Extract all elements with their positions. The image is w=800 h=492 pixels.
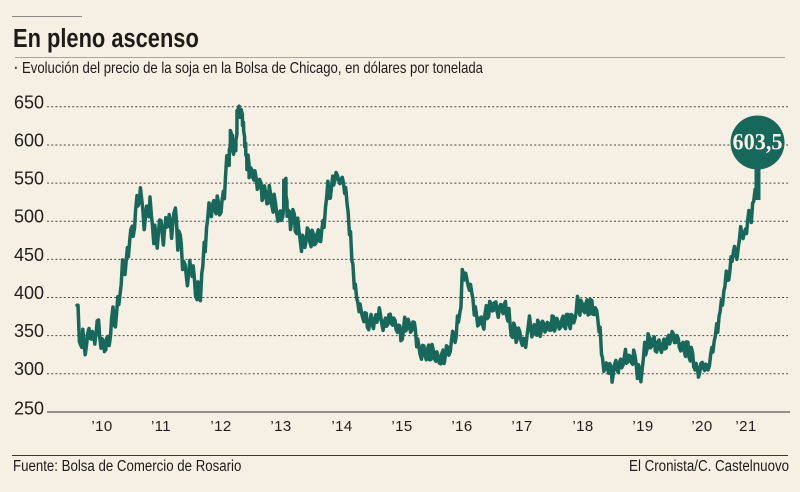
svg-text:’21: ’21 <box>735 418 756 435</box>
svg-text:’15: ’15 <box>391 418 412 435</box>
svg-text:’11: ’11 <box>151 418 171 435</box>
svg-text:450: 450 <box>14 245 44 265</box>
svg-text:600: 600 <box>14 131 44 151</box>
svg-text:’19: ’19 <box>632 418 653 435</box>
svg-text:’12: ’12 <box>210 418 231 435</box>
svg-text:550: 550 <box>14 169 44 189</box>
svg-text:500: 500 <box>14 207 44 227</box>
svg-text:250: 250 <box>14 399 44 419</box>
svg-text:’17: ’17 <box>511 418 532 435</box>
svg-text:’14: ’14 <box>331 418 352 435</box>
svg-text:’16: ’16 <box>451 418 472 435</box>
svg-text:603,5: 603,5 <box>733 130 783 155</box>
svg-text:650: 650 <box>14 92 44 112</box>
svg-text:’13: ’13 <box>270 418 291 435</box>
svg-text:’10: ’10 <box>91 418 112 435</box>
svg-text:’20: ’20 <box>691 418 712 435</box>
svg-text:’18: ’18 <box>572 418 593 435</box>
svg-text:350: 350 <box>14 321 44 341</box>
svg-text:400: 400 <box>14 283 44 303</box>
svg-text:300: 300 <box>14 359 44 379</box>
